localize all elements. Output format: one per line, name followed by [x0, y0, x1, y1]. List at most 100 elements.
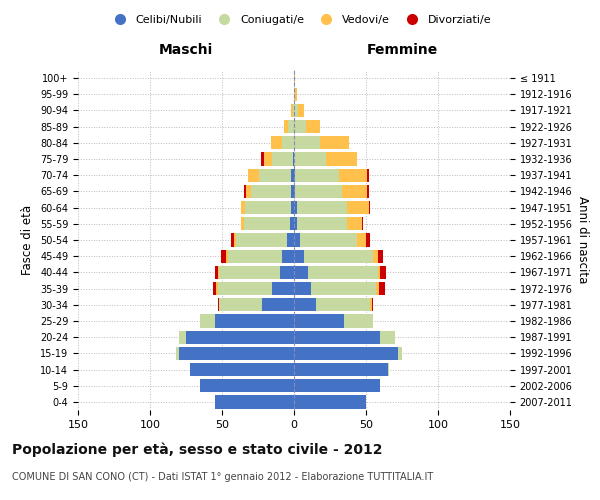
Bar — [376, 282, 379, 295]
Bar — [316, 298, 370, 312]
Legend: Celibi/Nubili, Coniugati/e, Vedovi/e, Divorziati/e: Celibi/Nubili, Coniugati/e, Vedovi/e, Di… — [104, 10, 496, 29]
Bar — [311, 282, 376, 295]
Bar — [295, 185, 341, 198]
Bar — [291, 104, 293, 117]
Y-axis label: Fasce di età: Fasce di età — [22, 205, 34, 275]
Bar — [179, 330, 186, 344]
Bar — [291, 185, 294, 198]
Bar — [290, 217, 294, 230]
Bar — [280, 266, 294, 279]
Bar — [214, 282, 216, 295]
Bar — [241, 217, 244, 230]
Bar — [367, 185, 369, 198]
Bar — [236, 234, 287, 246]
Bar — [272, 282, 294, 295]
Bar — [304, 250, 373, 263]
Bar — [245, 201, 291, 214]
Bar — [291, 201, 294, 214]
Bar — [294, 88, 295, 101]
Text: Femmine: Femmine — [367, 43, 437, 57]
Bar — [283, 136, 294, 149]
Bar — [288, 120, 294, 134]
Bar — [370, 298, 372, 312]
Bar — [294, 152, 326, 166]
Bar — [233, 234, 236, 246]
Bar — [293, 104, 294, 117]
Bar — [272, 152, 293, 166]
Bar — [294, 217, 297, 230]
Bar — [379, 282, 385, 295]
Bar — [377, 250, 383, 263]
Bar — [294, 266, 308, 279]
Bar — [297, 201, 347, 214]
Bar — [295, 168, 338, 182]
Bar — [218, 282, 272, 295]
Bar — [271, 136, 283, 149]
Bar — [294, 136, 320, 149]
Bar — [294, 250, 304, 263]
Bar — [358, 234, 366, 246]
Bar — [176, 346, 179, 360]
Text: COMUNE DI SAN CONO (CT) - Dati ISTAT 1° gennaio 2012 - Elaborazione TUTTITALIA.I: COMUNE DI SAN CONO (CT) - Dati ISTAT 1° … — [12, 472, 433, 482]
Bar — [247, 185, 251, 198]
Bar — [300, 234, 358, 246]
Bar — [298, 104, 304, 117]
Bar — [259, 168, 291, 182]
Bar — [186, 330, 294, 344]
Bar — [398, 346, 402, 360]
Bar — [179, 346, 294, 360]
Bar — [344, 314, 373, 328]
Bar — [380, 266, 386, 279]
Y-axis label: Anni di nascita: Anni di nascita — [576, 196, 589, 284]
Bar — [283, 250, 294, 263]
Bar — [294, 104, 298, 117]
Bar — [377, 266, 380, 279]
Bar — [295, 88, 297, 101]
Bar — [294, 201, 297, 214]
Bar — [218, 266, 219, 279]
Bar — [244, 217, 290, 230]
Bar — [294, 396, 366, 408]
Bar — [347, 201, 369, 214]
Bar — [261, 152, 264, 166]
Bar — [294, 120, 305, 134]
Bar — [367, 168, 369, 182]
Bar — [294, 346, 398, 360]
Bar — [287, 234, 294, 246]
Bar — [248, 168, 259, 182]
Bar — [294, 282, 311, 295]
Bar — [294, 314, 344, 328]
Bar — [294, 379, 380, 392]
Bar — [341, 185, 367, 198]
Bar — [190, 363, 294, 376]
Text: Popolazione per età, sesso e stato civile - 2012: Popolazione per età, sesso e stato civil… — [12, 442, 383, 457]
Bar — [216, 282, 218, 295]
Bar — [244, 185, 247, 198]
Bar — [219, 266, 280, 279]
Bar — [305, 120, 320, 134]
Bar — [221, 250, 226, 263]
Bar — [230, 234, 233, 246]
Bar — [218, 298, 219, 312]
Bar — [294, 330, 380, 344]
Text: Maschi: Maschi — [159, 43, 213, 57]
Bar — [293, 152, 294, 166]
Bar — [251, 185, 291, 198]
Bar — [297, 217, 347, 230]
Bar — [320, 136, 349, 149]
Bar — [294, 168, 295, 182]
Bar — [228, 250, 283, 263]
Bar — [215, 396, 294, 408]
Bar — [291, 168, 294, 182]
Bar — [294, 72, 295, 85]
Bar — [388, 363, 389, 376]
Bar — [294, 298, 316, 312]
Bar — [241, 201, 245, 214]
Bar — [215, 266, 218, 279]
Bar — [380, 330, 395, 344]
Bar — [294, 185, 295, 198]
Bar — [308, 266, 377, 279]
Bar — [362, 217, 363, 230]
Bar — [369, 201, 370, 214]
Bar — [326, 152, 358, 166]
